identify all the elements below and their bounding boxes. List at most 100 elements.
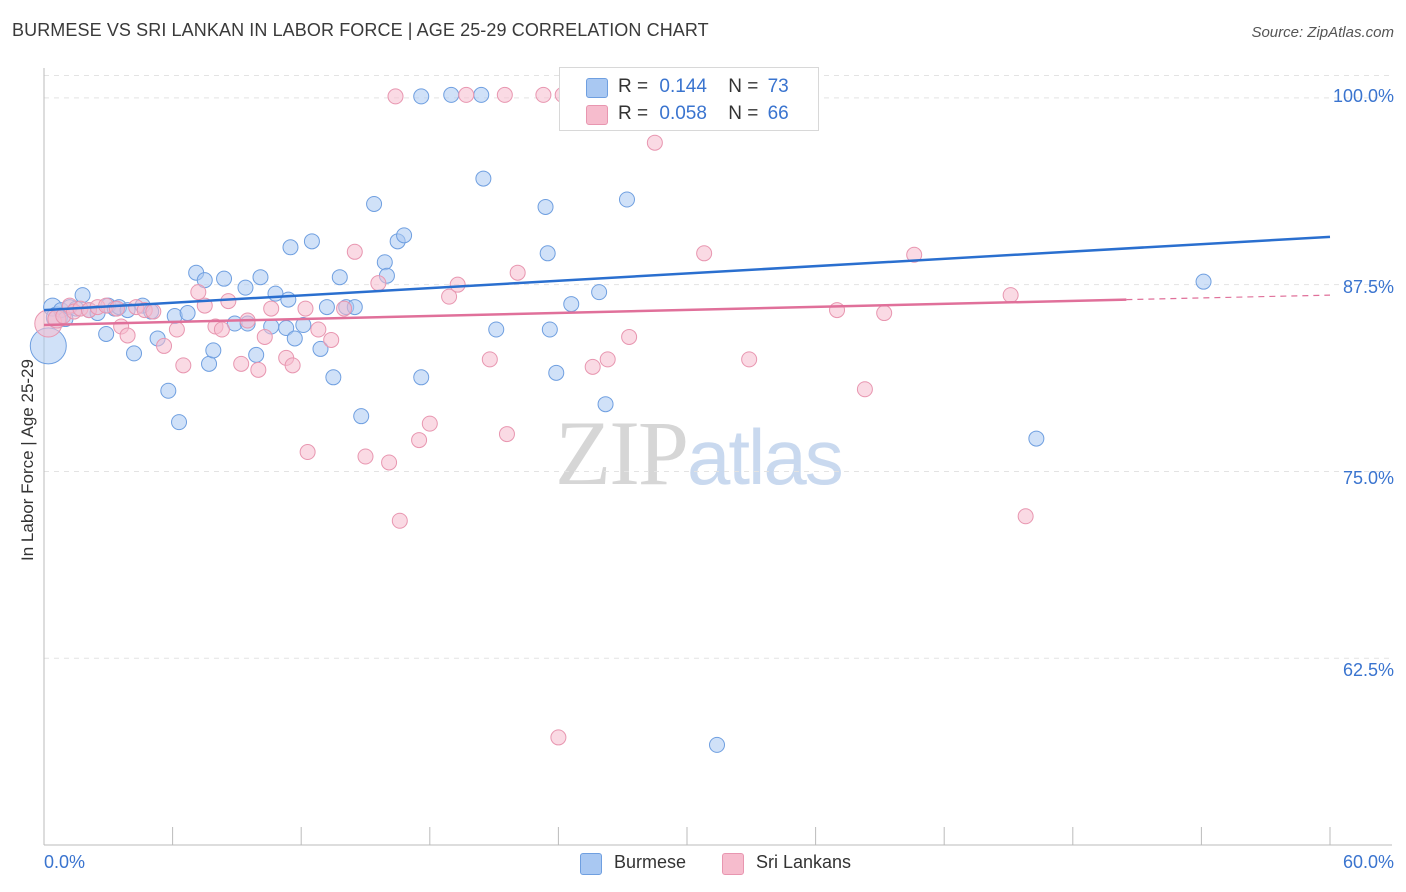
burmese-point xyxy=(282,239,299,256)
srilankan-point xyxy=(190,284,207,301)
burmese-point xyxy=(160,382,177,399)
srilankan-n-label: N = xyxy=(728,103,759,124)
legend-srilankan-label: Sri Lankans xyxy=(756,852,852,872)
burmese-point xyxy=(312,340,329,357)
srilankan-point xyxy=(213,321,230,338)
srilankan-point xyxy=(621,328,638,345)
x-tick-label-min: 0.0% xyxy=(44,852,86,872)
burmese-point xyxy=(201,355,218,372)
srilankan-trend-line xyxy=(43,298,1127,327)
srilankan-point xyxy=(496,86,513,103)
burmese-point xyxy=(252,269,269,286)
srilankan-point xyxy=(284,357,301,374)
burmese-point xyxy=(318,299,335,316)
srilankan-point xyxy=(856,381,873,398)
srilankan-point xyxy=(381,454,398,471)
legend-srilankan-swatch xyxy=(722,853,744,875)
burmese-point xyxy=(74,287,91,304)
burmese-point xyxy=(443,86,460,103)
srilankan-point xyxy=(323,331,340,348)
burmese-n-value: 73 xyxy=(767,76,789,97)
burmese-point xyxy=(539,245,556,262)
srilankan-point xyxy=(233,355,250,372)
burmese-point xyxy=(1195,273,1212,290)
stats-legend: R = 0.144 N = 73 R = 0.058 N = 66 xyxy=(559,67,819,131)
y-tick-label-62-5: 62.5% xyxy=(1342,660,1394,680)
burmese-point xyxy=(325,369,342,386)
burmese-point xyxy=(1028,430,1045,447)
burmese-point xyxy=(171,414,188,431)
srilankan-swatch xyxy=(586,105,608,125)
burmese-point xyxy=(179,305,196,322)
srilankan-r-label: R = xyxy=(618,103,649,124)
srilankan-point xyxy=(646,134,663,151)
burmese-point xyxy=(366,195,383,212)
srilankan-point xyxy=(741,351,758,368)
burmese-r-value: 0.144 xyxy=(659,76,707,97)
burmese-n-label: N = xyxy=(728,76,759,97)
burmese-point xyxy=(475,170,492,187)
srilankan-point xyxy=(156,337,173,354)
srilankan-point xyxy=(145,303,162,320)
srilankan-point xyxy=(336,300,353,317)
burmese-trend-line xyxy=(43,235,1331,312)
srilankan-point xyxy=(449,276,466,293)
srilankan-point xyxy=(168,321,185,338)
burmese-point xyxy=(331,269,348,286)
burmese-point xyxy=(126,345,143,362)
legend-burmese-swatch xyxy=(580,853,602,875)
srilankan-point xyxy=(387,88,404,105)
srilankan-point xyxy=(250,361,267,378)
burmese-swatch xyxy=(586,78,608,98)
srilankan-point xyxy=(481,351,498,368)
burmese-point xyxy=(618,191,635,208)
srilankan-point xyxy=(391,512,408,529)
srilankan-point xyxy=(441,288,458,305)
srilankan-point xyxy=(509,264,526,281)
srilankan-point xyxy=(498,426,515,443)
srilankan-point xyxy=(119,327,136,344)
burmese-point xyxy=(591,284,608,301)
srilankan-point xyxy=(876,305,893,322)
burmese-point xyxy=(353,408,370,425)
srilankan-point xyxy=(357,448,374,465)
srilankan-point xyxy=(906,246,923,263)
burmese-point xyxy=(286,330,303,347)
burmese-point xyxy=(280,291,297,308)
srilankan-point xyxy=(696,245,713,262)
burmese-r-label: R = xyxy=(618,76,649,97)
burmese-point xyxy=(537,198,554,215)
burmese-point xyxy=(413,88,430,105)
srilankan-point xyxy=(550,729,567,746)
srilankan-n-value: 66 xyxy=(767,103,789,124)
srilankan-point xyxy=(411,432,428,449)
srilankan-point xyxy=(1002,287,1019,304)
chart-title: BURMESE VS SRI LANKAN IN LABOR FORCE | A… xyxy=(12,20,709,40)
watermark-atlas: atlas xyxy=(687,413,844,501)
srilankan-trend-extension xyxy=(1126,294,1331,301)
y-tick-label-75: 75.0% xyxy=(1342,468,1394,488)
burmese-point xyxy=(216,270,233,287)
legend-burmese-label: Burmese xyxy=(614,852,687,872)
srilankan-point xyxy=(584,358,601,375)
srilankan-point xyxy=(421,415,438,432)
burmese-point xyxy=(709,736,726,753)
burmese-point xyxy=(488,321,505,338)
srilankan-point xyxy=(256,328,273,345)
burmese-point xyxy=(563,296,580,313)
y-axis-label: In Labor Force | Age 25-29 xyxy=(18,359,37,561)
watermark-zip: ZIP xyxy=(555,402,689,504)
srilankan-point xyxy=(299,444,316,461)
srilankan-point xyxy=(346,243,363,260)
burmese-point xyxy=(473,86,490,103)
srilankan-r-value: 0.058 xyxy=(659,103,707,124)
srilankan-point xyxy=(310,321,327,338)
burmese-point xyxy=(295,317,312,334)
srilankan-point xyxy=(263,300,280,317)
srilankan-point xyxy=(535,86,552,103)
burmese-point xyxy=(98,325,115,342)
burmese-point xyxy=(237,279,254,296)
burmese-point xyxy=(597,396,614,413)
burmese-point xyxy=(376,254,393,271)
